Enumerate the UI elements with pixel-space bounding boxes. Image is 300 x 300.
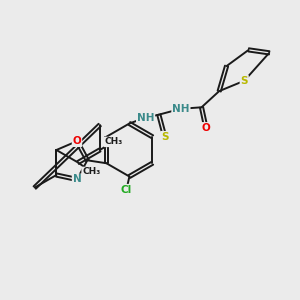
Text: Cl: Cl <box>121 185 132 195</box>
Text: NH: NH <box>137 112 154 123</box>
Text: CH₃: CH₃ <box>82 167 100 176</box>
Text: S: S <box>161 132 169 142</box>
Text: CH₃: CH₃ <box>105 137 123 146</box>
Text: S: S <box>241 76 248 86</box>
Text: O: O <box>202 123 210 133</box>
Text: O: O <box>73 136 81 146</box>
Text: N: N <box>73 174 81 184</box>
Text: NH: NH <box>172 104 190 114</box>
